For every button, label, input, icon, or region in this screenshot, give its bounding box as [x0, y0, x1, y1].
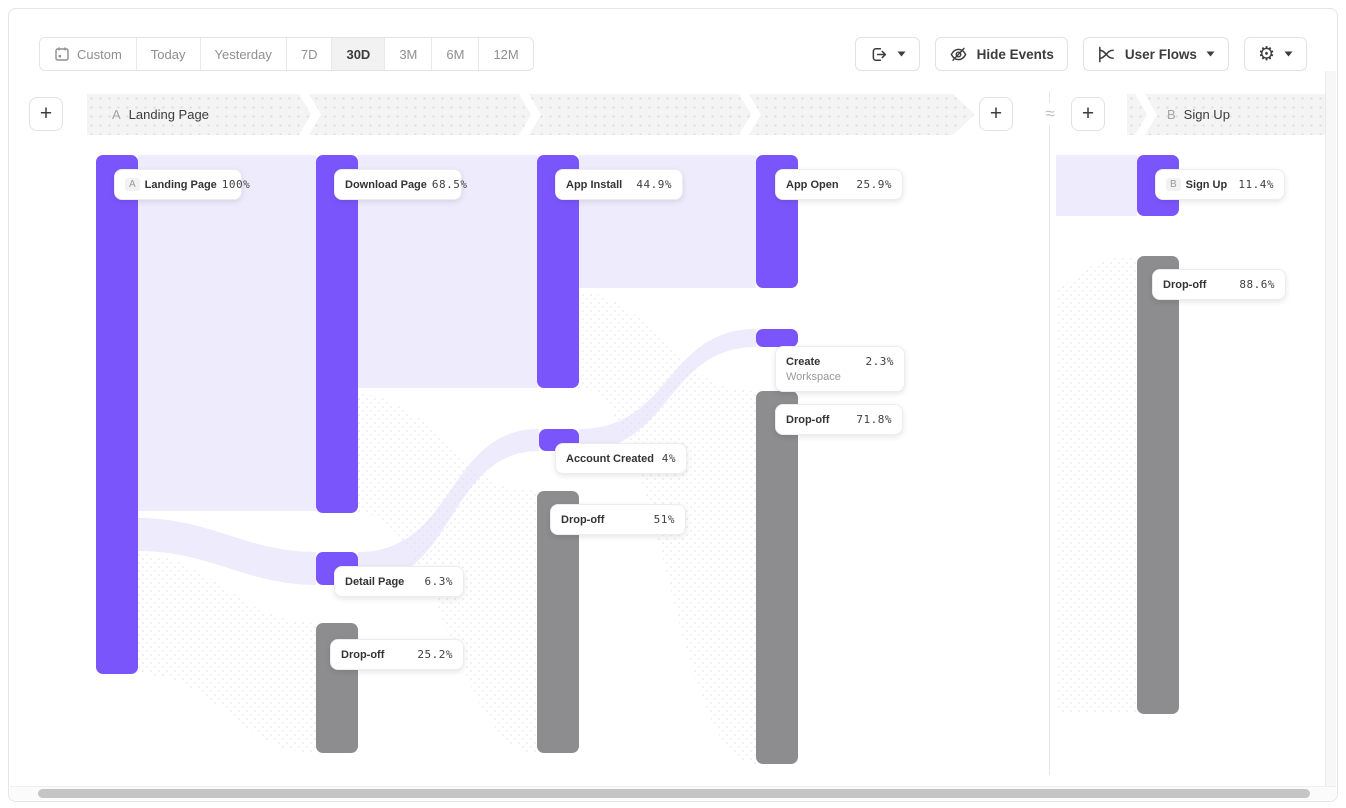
ribbon-flowb-to-dropoff [1056, 256, 1137, 714]
eye-off-icon [949, 45, 968, 64]
user-flows-panel: Custom Today Yesterday 7D 30D 3M 6M 12M [8, 8, 1338, 802]
flow-a-title: Landing Page [128, 107, 209, 122]
view-selector-label: User Flows [1124, 46, 1197, 62]
bar-app-install[interactable] [537, 155, 579, 388]
date-range-6m[interactable]: 6M [431, 38, 479, 70]
flow-a-badge: A [112, 107, 121, 122]
ribbon-flowb-to-signup [1056, 155, 1137, 216]
chevron-down-icon [1206, 51, 1215, 57]
date-range-custom[interactable]: Custom [40, 38, 136, 70]
node-card-dropoff-flowb[interactable]: Drop-off 88.6% [1152, 269, 1286, 300]
ribbon-download-to-appinstall [358, 155, 537, 388]
node-card-dropoff-step4[interactable]: Drop-off 71.8% [775, 404, 903, 435]
sankey-chart [96, 155, 1179, 764]
ribbon-landing-to-dropoff [138, 553, 316, 753]
date-range-7d[interactable]: 7D [285, 38, 332, 70]
export-icon [869, 45, 888, 64]
toolbar-actions: Hide Events User Flows ⚙ [854, 37, 1307, 71]
export-button[interactable] [854, 37, 920, 71]
bar-dropoff-step3[interactable] [537, 491, 579, 753]
date-range-yesterday[interactable]: Yesterday [199, 38, 286, 70]
bar-landing-page[interactable] [96, 155, 138, 674]
bar-dropoff-flowb[interactable] [1137, 256, 1179, 714]
add-step-button-start[interactable]: + [29, 97, 63, 131]
node-card-app-open[interactable]: App Open 25.9% [775, 169, 903, 200]
ribbon-landing-to-download [138, 155, 316, 511]
node-card-app-install[interactable]: App Install 44.9% [555, 169, 683, 200]
date-range-label: Custom [77, 46, 122, 62]
date-range-30d[interactable]: 30D [331, 38, 385, 70]
approx-symbol: ≈ [1037, 103, 1063, 125]
series-a-badge: A [125, 178, 140, 191]
node-card-download-page[interactable]: Download Page 68.5% [334, 169, 467, 200]
toolbar: Custom Today Yesterday 7D 30D 3M 6M 12M [9, 9, 1337, 79]
series-b-badge: B [1166, 178, 1181, 191]
chevron-down-icon [1284, 51, 1293, 57]
user-flows-icon [1097, 45, 1116, 64]
add-step-button-flow-a[interactable]: + [979, 97, 1013, 131]
bar-create-workspace[interactable] [756, 329, 798, 347]
node-card-create-workspace[interactable]: Create 2.3% Workspace [775, 346, 905, 392]
node-card-sign-up[interactable]: B Sign Up 11.4% [1155, 169, 1285, 200]
date-range-today[interactable]: Today [135, 38, 200, 70]
add-step-button-flow-b[interactable]: + [1071, 97, 1105, 131]
date-range-picker: Custom Today Yesterday 7D 30D 3M 6M 12M [39, 37, 534, 71]
node-card-dropoff-step3[interactable]: Drop-off 51% [550, 504, 686, 535]
flow-section-divider [1049, 91, 1050, 775]
date-range-12m[interactable]: 12M [478, 38, 533, 70]
ribbon-landing-to-detail [138, 518, 316, 585]
gear-icon: ⚙ [1257, 42, 1275, 65]
bar-dropoff-step4[interactable] [756, 391, 798, 764]
node-card-account-created[interactable]: Account Created 4% [555, 443, 687, 474]
horizontal-scrollbar[interactable] [10, 786, 1336, 800]
horizontal-scrollbar-thumb[interactable] [38, 789, 1310, 798]
view-selector-button[interactable]: User Flows [1082, 37, 1229, 71]
flow-b-badge: B [1167, 107, 1176, 122]
settings-button[interactable]: ⚙ [1243, 37, 1307, 71]
vertical-scrollbar[interactable] [1325, 71, 1336, 786]
calendar-icon [54, 46, 70, 62]
node-card-dropoff-step2[interactable]: Drop-off 25.2% [330, 639, 464, 670]
flow-b-title: Sign Up [1183, 107, 1230, 122]
node-card-detail-page[interactable]: Detail Page 6.3% [334, 566, 464, 597]
node-card-landing-page[interactable]: A Landing Page 100% [114, 169, 250, 200]
chevron-down-icon [897, 51, 906, 57]
hide-events-button[interactable]: Hide Events [934, 37, 1068, 71]
flow-b-step-band[interactable]: B Sign Up [1127, 94, 1334, 135]
date-range-3m[interactable]: 3M [384, 38, 432, 70]
flow-a-step-band[interactable]: A Landing Page [87, 94, 975, 135]
bar-download-page[interactable] [316, 155, 358, 513]
hide-events-label: Hide Events [976, 46, 1054, 62]
